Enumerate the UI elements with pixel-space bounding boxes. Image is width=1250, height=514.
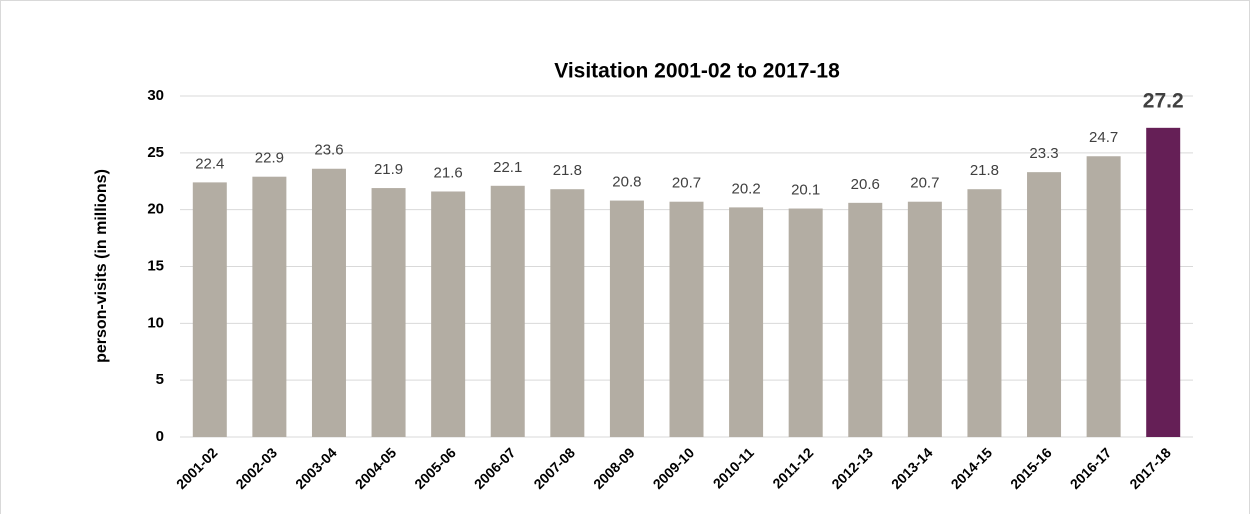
bar [1086,156,1121,437]
y-axis-label: person-visits (in millions) [93,169,110,363]
y-tick-label: 15 [147,257,164,274]
value-label: 22.1 [493,159,522,176]
x-tick-label: 2015-16 [1007,444,1055,492]
bar [192,182,227,437]
x-tick-label: 2009-10 [650,444,698,492]
bar [431,191,466,437]
value-label: 21.9 [374,161,403,178]
y-tick-label: 25 [147,144,164,161]
y-tick-label: 10 [147,314,164,331]
value-label: 20.6 [851,176,880,193]
bar [490,185,525,437]
bar [1146,127,1181,438]
value-label: 21.8 [553,162,582,179]
value-label: 23.3 [1029,145,1058,162]
y-tick-label: 0 [156,428,164,445]
x-tick-label: 2013-14 [888,444,936,492]
value-label: 21.8 [970,162,999,179]
x-tick-label: 2004-05 [352,444,400,492]
value-label: 22.4 [195,155,224,172]
value-label: 20.2 [731,180,760,197]
value-label: 24.7 [1089,129,1118,146]
bar [311,168,346,437]
x-tick-label: 2002-03 [232,444,280,492]
x-tick-label: 2010-11 [710,444,757,491]
value-label: 20.8 [612,174,641,191]
bar [669,201,704,437]
value-label: 23.6 [314,142,343,159]
x-tick-label: 2007-08 [530,444,578,492]
value-label: 27.2 [1143,89,1184,112]
x-tick-label: 2017-18 [1126,444,1174,492]
chart-title: Visitation 2001-02 to 2017-18 [554,60,840,83]
x-tick-label: 2008-09 [590,444,638,492]
x-tick-label: 2012-13 [828,444,876,492]
bar [967,189,1002,437]
bar [252,176,287,437]
x-tick-label: 2016-17 [1067,444,1115,492]
value-label: 21.6 [434,164,463,181]
x-tick-label: 2011-12 [769,444,816,491]
bar [729,207,764,437]
bar [1027,172,1062,437]
bar [788,208,823,437]
x-tick-label: 2001-02 [173,444,221,492]
x-tick-label: 2003-04 [292,444,340,492]
bar [550,189,585,437]
value-label: 22.9 [255,150,284,167]
bar [371,188,406,437]
value-label: 20.7 [910,175,939,192]
x-tick-label: 2006-07 [471,444,519,492]
value-label: 20.7 [672,175,701,192]
y-tick-label: 20 [147,201,164,218]
bar [907,201,942,437]
y-tick-label: 30 [147,87,164,104]
y-tick-label: 5 [156,371,164,388]
bar [848,202,883,437]
x-tick-label: 2005-06 [411,444,459,492]
value-label: 20.1 [791,181,820,198]
bar [609,200,644,437]
x-tick-label: 2014-15 [948,444,996,492]
